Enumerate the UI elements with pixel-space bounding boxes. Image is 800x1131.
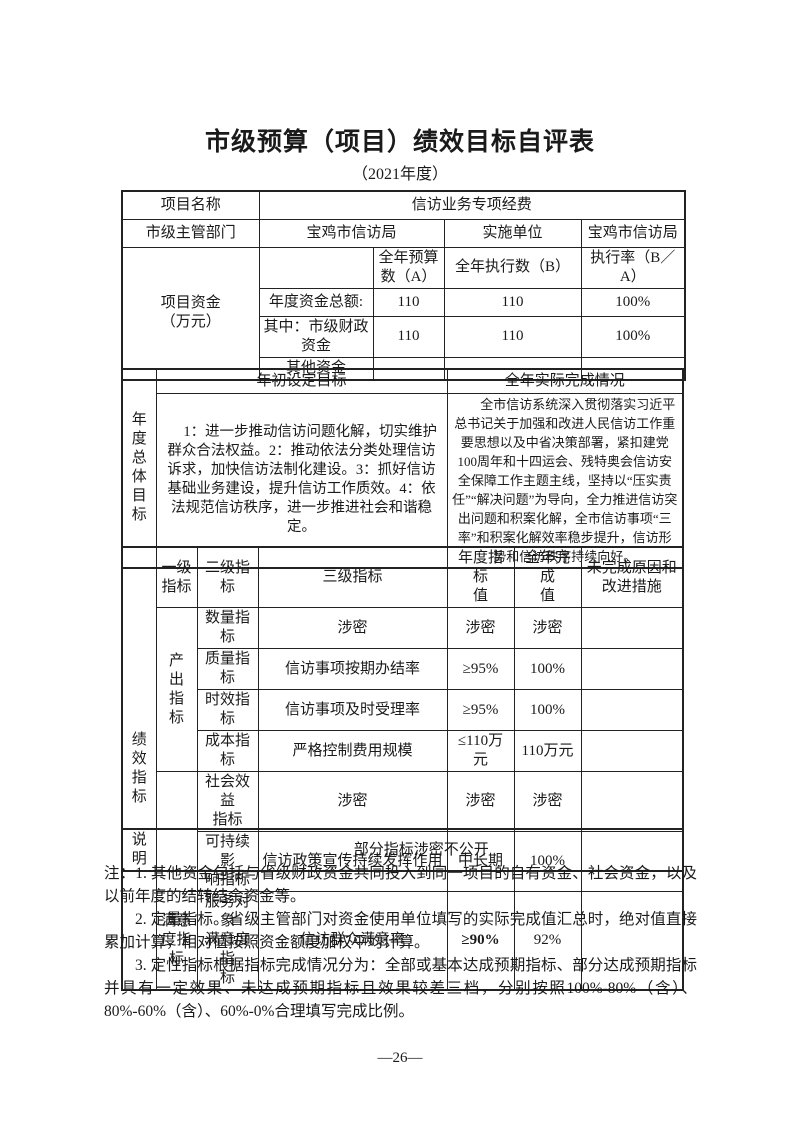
indicator-level2: 成本指标 bbox=[196, 730, 259, 772]
goals-set-text: 1：进一步推动信访问题化解，切实维护群众合法权益。2：推动依法分类处理信访诉求，… bbox=[155, 392, 448, 568]
funds-col-executed: 全年执行数（B） bbox=[443, 246, 582, 289]
group-satisfaction-label: 满意 度指 标 bbox=[155, 891, 198, 991]
page-subtitle: （2021年度） bbox=[351, 166, 448, 183]
goals-col-actual-header: 全年实际完成情况 bbox=[446, 368, 684, 394]
annual-goals-table: 年度 总体 目标 年初设定目标 全年实际完成情况 1：进一步推动信访问题化解，切… bbox=[121, 368, 684, 569]
funds-executed-value: 110 bbox=[443, 287, 582, 317]
indicator-level2: 质量指标 bbox=[196, 648, 259, 690]
indicator-actual: 涉密 bbox=[513, 607, 582, 649]
funds-executed-value: 110 bbox=[443, 315, 582, 358]
indicator-target: ≤110万元 bbox=[446, 730, 515, 772]
page-title: 市级预算（项目）绩效目标自评表 bbox=[204, 129, 595, 156]
header-target: 年度指标 值 bbox=[446, 546, 515, 608]
indicator-level3: 信访事项按期办结率 bbox=[257, 648, 448, 690]
footnote-3: 3. 定性指标根据指标完成情况分为：全部或基本达成预期指标、部分达成预期指标并具… bbox=[104, 957, 697, 1020]
goals-actual-text: 全市信访系统深入贯彻落实习近平总书记关于加强和改进人民信访工作重要思想以及中省决… bbox=[446, 392, 684, 568]
indicator-level3: 涉密 bbox=[257, 771, 448, 832]
indicator-target: 涉密 bbox=[446, 607, 515, 649]
header-level1: 一级 指标 bbox=[155, 546, 198, 608]
indicator-actual: 涉密 bbox=[513, 771, 582, 832]
indicator-actual: 100% bbox=[513, 648, 582, 690]
funds-budget-value: 110 bbox=[372, 287, 445, 317]
impl-unit-label: 实施单位 bbox=[443, 218, 582, 248]
impl-unit-value: 宝鸡市信访局 bbox=[580, 218, 686, 248]
indicator-target: 涉密 bbox=[446, 771, 515, 832]
project-info-table: 项目名称 信访业务专项经费 市级主管部门 宝鸡市信访局 实施单位 宝鸡市信访局 … bbox=[121, 190, 687, 381]
group-output-label: 产 出 指 标 bbox=[155, 607, 198, 772]
dept-value: 宝鸡市信访局 bbox=[258, 218, 445, 248]
header-actual: 全年完成 值 bbox=[513, 546, 582, 608]
funds-corner-cell bbox=[258, 246, 374, 289]
page-number: —26— bbox=[377, 1050, 423, 1066]
indicator-level3: 涉密 bbox=[257, 607, 448, 649]
indicator-level2: 社会效益 指标 bbox=[196, 771, 259, 832]
project-name-label: 项目名称 bbox=[121, 190, 260, 220]
funds-row-label: 其中：市级财政 资金 bbox=[258, 315, 374, 358]
indicator-level3: 严格控制费用规模 bbox=[257, 730, 448, 772]
footnote-1: 注：1. 其他资金包括与省级财政资金共同投入到同一项目的自有资金、社会资金，以及… bbox=[104, 865, 697, 905]
funds-col-rate: 执行率（B／ A） bbox=[580, 246, 686, 289]
dept-label: 市级主管部门 bbox=[121, 218, 260, 248]
header-reason: 未完成原因和 改进措施 bbox=[580, 546, 684, 608]
indicator-reason bbox=[580, 607, 684, 649]
indicator-target: ≥95% bbox=[446, 689, 515, 731]
indicator-actual: 92% bbox=[513, 891, 582, 991]
indicator-target: ≥90% bbox=[446, 891, 515, 991]
remark-label: 说明 bbox=[121, 828, 157, 872]
remark-table: 说明 部分指标涉密不公开 bbox=[121, 828, 684, 872]
indicator-reason bbox=[580, 771, 684, 832]
indicators-row-label: 绩 效 指 标 bbox=[121, 546, 157, 991]
funds-rate-value: 100% bbox=[580, 315, 686, 358]
indicator-actual: 110万元 bbox=[513, 730, 582, 772]
indicator-level2: 服务对象 满意度指 标 bbox=[196, 891, 259, 991]
indicator-level2: 数量指标 bbox=[196, 607, 259, 649]
indicator-reason bbox=[580, 730, 684, 772]
funds-col-budget: 全年预算 数（A） bbox=[372, 246, 445, 289]
funds-row-label: 年度资金总额: bbox=[258, 287, 374, 317]
header-level2: 二级指标 bbox=[196, 546, 259, 608]
goals-col-set-header: 年初设定目标 bbox=[155, 368, 448, 394]
indicator-reason bbox=[580, 891, 684, 991]
indicator-reason bbox=[580, 689, 684, 731]
project-name-value: 信访业务专项经费 bbox=[258, 190, 686, 220]
indicator-level2: 时效指标 bbox=[196, 689, 259, 731]
indicator-level3: 信访群众满意率 bbox=[257, 891, 448, 991]
footnotes: 注：1. 其他资金包括与省级财政资金共同投入到同一项目的自有资金、社会资金，以及… bbox=[104, 862, 697, 1023]
indicator-target: ≥95% bbox=[446, 648, 515, 690]
indicator-reason bbox=[580, 648, 684, 690]
header-level3: 三级指标 bbox=[257, 546, 448, 608]
remark-text: 部分指标涉密不公开 bbox=[155, 828, 684, 872]
funds-budget-value: 110 bbox=[372, 315, 445, 358]
footnote-2: 2. 定量指标。省级主管部门对资金使用单位填写的实际完成值汇总时，绝对值直接累加… bbox=[104, 911, 697, 951]
goals-row-label: 年度 总体 目标 bbox=[121, 368, 157, 568]
indicator-level3: 信访事项及时受理率 bbox=[257, 689, 448, 731]
indicator-actual: 100% bbox=[513, 689, 582, 731]
funds-title: 项目资金 （万元） bbox=[121, 246, 260, 380]
funds-rate-value: 100% bbox=[580, 287, 686, 317]
